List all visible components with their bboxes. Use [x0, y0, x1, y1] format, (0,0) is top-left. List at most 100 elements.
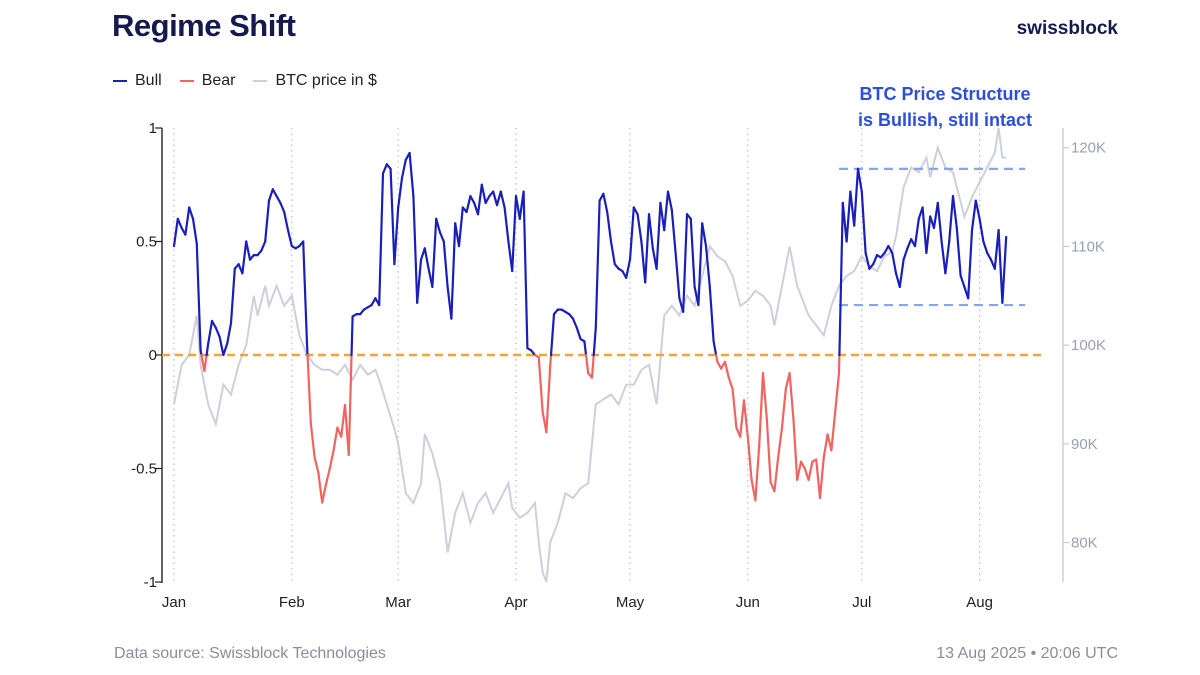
x-tick-may: May — [616, 594, 645, 611]
regime-segment-180 — [856, 167, 863, 193]
regime-segment-173 — [830, 410, 837, 452]
left-tick-label-1: -0.5 — [131, 461, 157, 478]
regime-segment-81 — [480, 183, 487, 205]
regime-segment-218 — [1001, 235, 1008, 304]
chart-annotation: BTC Price Structure is Bullish, still in… — [858, 84, 1032, 130]
regime-segment-13 — [222, 342, 229, 357]
regime-segment-197 — [921, 206, 928, 254]
regime-segment-202 — [940, 240, 947, 275]
regime-segment-23 — [260, 240, 267, 252]
regime-segment-142a — [712, 340, 718, 357]
regime-segment-158 — [773, 456, 780, 493]
regime-segment-80 — [476, 183, 483, 216]
regime-segment-5 — [191, 217, 198, 245]
regime-segment-207 — [959, 274, 966, 288]
regime-segment-193 — [906, 238, 913, 250]
regime-segment-162 — [788, 372, 795, 420]
regime-segment-0 — [172, 217, 179, 248]
regime-segment-4 — [188, 206, 195, 220]
regime-segment-10 — [210, 319, 217, 329]
regime-segment-203 — [944, 240, 951, 275]
regime-segment-30 — [286, 229, 293, 248]
chart-legend: Bull Bear BTC price in $ — [113, 72, 377, 90]
legend-label-bear: Bear — [201, 72, 236, 89]
regime-segment-15 — [229, 267, 236, 325]
regime-segment-211 — [974, 199, 981, 220]
regime-segment-69 — [435, 217, 442, 234]
regime-segment-125 — [647, 213, 654, 250]
regime-segment-159 — [777, 426, 784, 459]
legend-item-bear[interactable]: Bear — [179, 72, 236, 90]
regime-segment-54 — [378, 172, 385, 307]
x-tick-feb: Feb — [279, 594, 305, 611]
regime-segment-217 — [997, 229, 1004, 304]
annotation-line-2: is Bullish, still intact — [858, 110, 1032, 130]
regime-segment-52 — [370, 297, 377, 307]
regime-segment-3 — [184, 206, 191, 236]
regime-segment-78 — [469, 195, 476, 205]
regime-segment-19 — [245, 240, 252, 261]
regime-segment-204 — [948, 195, 955, 243]
regime-segment-150 — [742, 399, 749, 438]
regime-segment-188 — [887, 244, 894, 254]
regime-segment-121 — [632, 206, 639, 216]
regime-segment-177 — [845, 190, 852, 243]
regime-segment-214 — [986, 251, 993, 261]
legend-item-btc-price[interactable]: BTC price in $ — [253, 72, 377, 90]
regime-segment-26 — [271, 188, 278, 198]
legend-item-bull[interactable]: Bull — [113, 72, 162, 90]
regime-segment-184 — [872, 254, 879, 266]
regime-segment-145 — [723, 360, 730, 379]
regime-segment-108b — [584, 353, 590, 375]
regime-segment-213 — [982, 240, 989, 254]
x-tick-jul: Jul — [852, 594, 871, 611]
regime-segment-212 — [978, 217, 985, 243]
regime-segment-165 — [799, 460, 806, 470]
regime-segment-85 — [495, 190, 502, 207]
regime-segment-64 — [416, 258, 423, 304]
regime-segment-87 — [503, 206, 510, 243]
regime-segment-92 — [522, 190, 529, 350]
regime-segment-136 — [689, 217, 696, 288]
regime-segment-146 — [727, 376, 734, 391]
regime-segment-41 — [328, 449, 335, 470]
regime-segment-138 — [697, 222, 704, 307]
regime-segment-181 — [860, 190, 867, 254]
regime-segment-89 — [511, 195, 518, 273]
regime-segment-42 — [332, 426, 339, 452]
right-tick-label-1: 90K — [1071, 436, 1098, 453]
regime-segment-99b — [549, 313, 556, 357]
right-tick-label-4: 120K — [1071, 140, 1106, 157]
regime-segment-70 — [438, 231, 445, 243]
regime-segment-35a — [305, 342, 309, 357]
regime-segment-60 — [400, 158, 407, 180]
regime-segment-75 — [457, 206, 464, 248]
regime-segment-129 — [663, 190, 670, 232]
chart-title: Regime Shift — [112, 8, 296, 43]
regime-segment-139 — [701, 222, 708, 248]
regime-segment-9 — [207, 319, 214, 345]
regime-segment-63 — [412, 195, 419, 304]
regime-segment-46a — [347, 353, 353, 456]
regime-segment-176 — [841, 201, 848, 243]
regime-segment-24 — [264, 199, 271, 243]
regime-segment-110a — [590, 353, 595, 379]
regime-segment-155 — [761, 372, 768, 420]
regime-segment-164 — [796, 460, 803, 481]
regime-segment-29 — [283, 210, 290, 232]
regime-segment-134 — [682, 213, 689, 313]
regime-segment-38 — [317, 471, 324, 504]
regime-segment-71 — [442, 240, 449, 288]
regime-segment-98 — [545, 365, 552, 434]
regime-segment-90 — [514, 195, 521, 220]
regime-segment-130 — [666, 190, 673, 211]
legend-swatch-btc-price — [253, 80, 268, 82]
regime-segment-35b — [306, 353, 312, 425]
chart-series — [162, 127, 1046, 583]
regime-segment-209 — [967, 229, 974, 300]
regime-segment-1 — [176, 217, 183, 229]
regime-segment-169 — [815, 458, 822, 500]
regime-segment-115 — [609, 240, 616, 266]
regime-segment-192 — [902, 247, 909, 261]
